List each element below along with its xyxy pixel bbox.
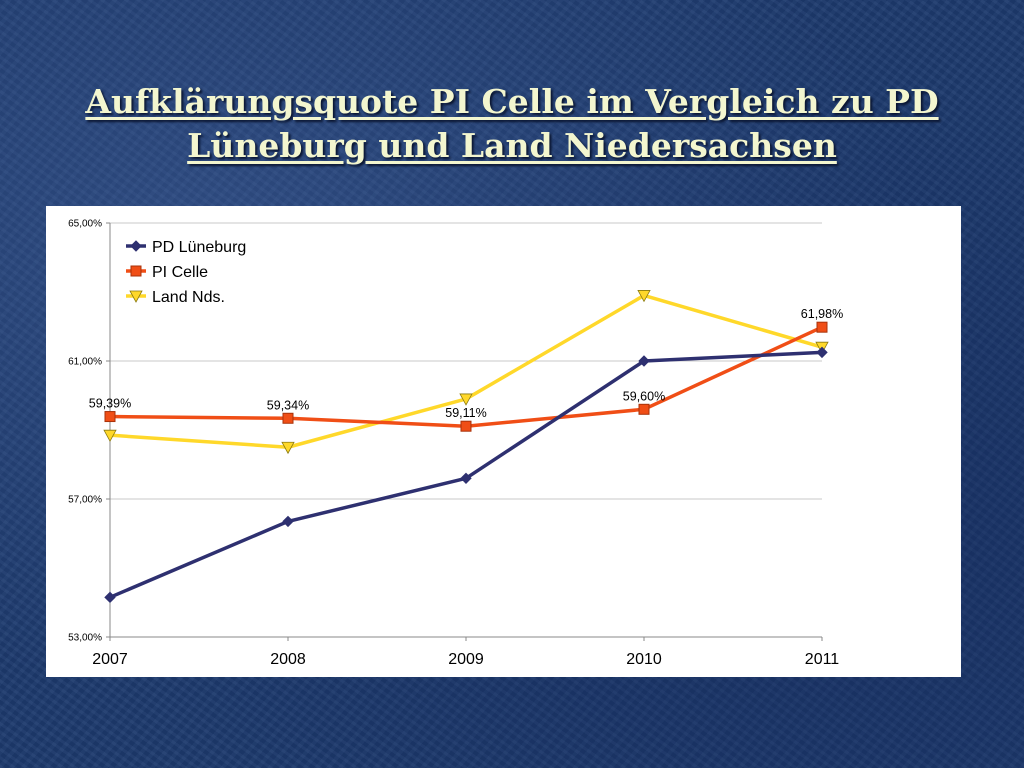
y-tick-label: 57,00% — [68, 495, 102, 506]
data-point — [282, 412, 294, 424]
legend: PD Lüneburg PI Celle Land Nds. — [126, 239, 246, 306]
legend-label: PI Celle — [152, 264, 208, 281]
data-point — [104, 411, 116, 423]
data-point — [816, 346, 828, 359]
data-point — [638, 403, 650, 415]
data-point — [281, 441, 295, 455]
data-label: 61,98% — [801, 307, 843, 321]
x-tick-label: 2010 — [626, 651, 662, 668]
legend-marker — [130, 265, 142, 277]
data-point — [103, 429, 117, 443]
data-label: 59,39% — [89, 397, 131, 411]
x-tick-label: 2008 — [270, 651, 306, 668]
data-label: 59,34% — [267, 398, 309, 412]
data-point — [104, 591, 116, 604]
y-tick-label: 53,00% — [68, 633, 102, 644]
y-tick-label: 61,00% — [68, 357, 102, 368]
legend-label: Land Nds. — [152, 289, 225, 306]
legend-marker — [129, 290, 143, 303]
line-chart: 53,00% 57,00% 61,00% 65,00% 2007 2008 2009 2010… — [68, 219, 843, 669]
data-point — [638, 355, 650, 367]
slide-title: Aufklärungsquote PI Celle im Vergleich z… — [60, 80, 964, 168]
legend-label: PD Lüneburg — [152, 239, 246, 256]
data-point — [460, 472, 472, 485]
data-label: 59,60% — [623, 389, 665, 403]
data-label: 59,11% — [445, 406, 486, 420]
chart-panel: 53,00% 57,00% 61,00% 65,00% 2007 2008 2009 2010… — [46, 206, 961, 677]
x-tick-label: 2007 — [92, 651, 128, 668]
data-point — [282, 515, 294, 528]
y-tick-label: 65,00% — [68, 219, 102, 230]
slide-title-line1: Aufklärungsquote PI Celle im Vergleich z… — [85, 82, 939, 121]
x-tick-label: 2011 — [805, 651, 840, 668]
data-point — [460, 420, 472, 432]
legend-marker — [130, 240, 142, 252]
data-point — [459, 393, 473, 406]
slide-title-line2: Lüneburg und Land Niedersachsen — [187, 126, 837, 165]
data-point — [637, 290, 651, 303]
x-tick-label: 2009 — [448, 651, 484, 668]
data-point — [816, 321, 828, 333]
